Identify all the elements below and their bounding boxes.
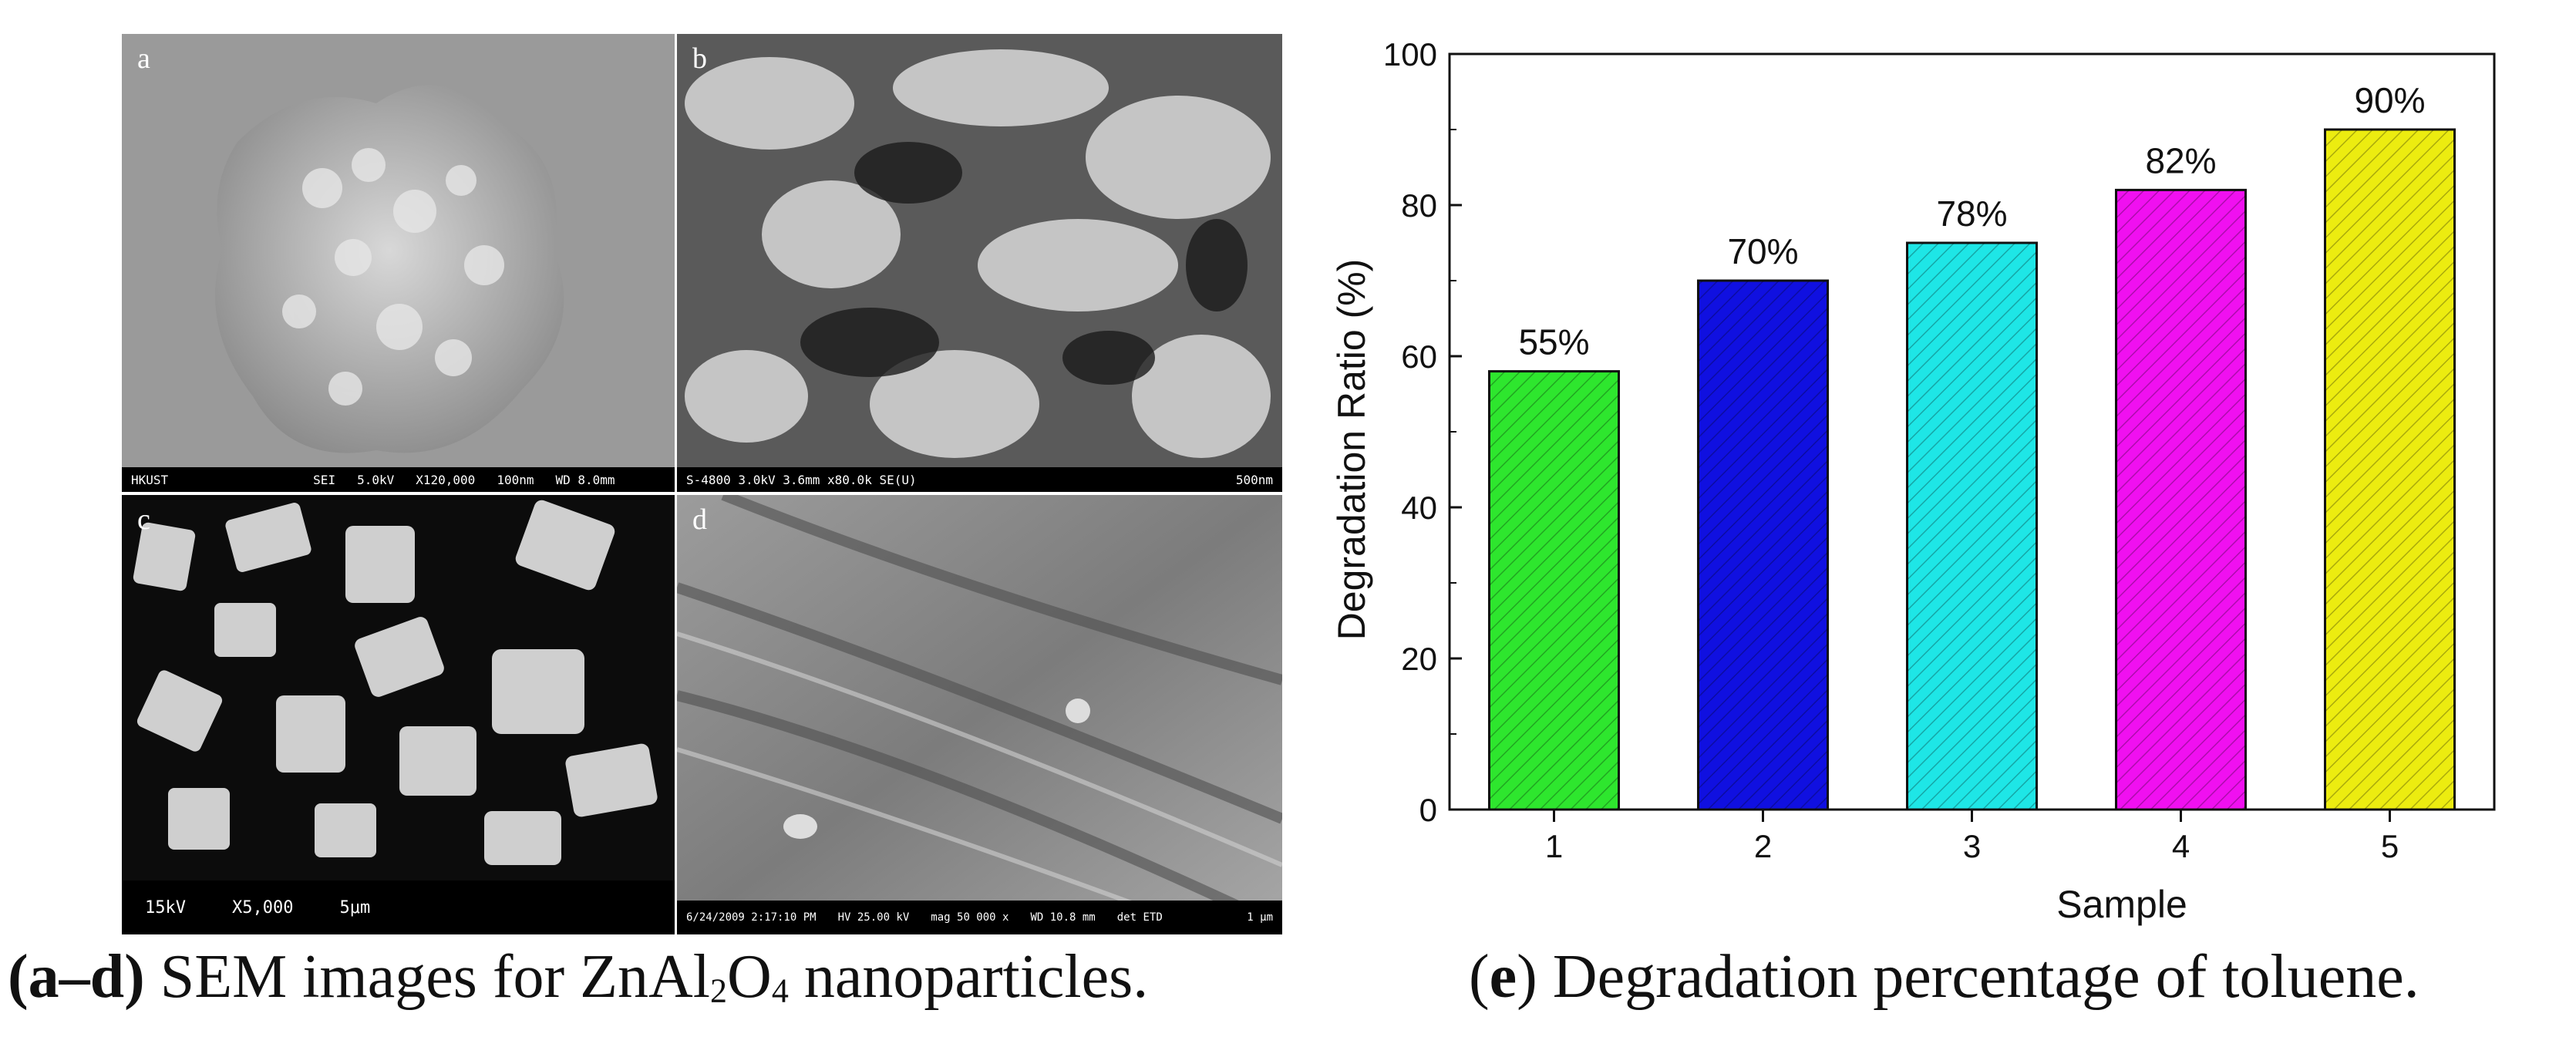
panel-label-d: d — [692, 503, 707, 536]
scale-bar-a: 100nm — [497, 472, 534, 487]
bar-hatch-sample-4 — [2116, 190, 2246, 810]
panel-label-b: b — [692, 42, 707, 75]
sem-image-d — [677, 495, 1282, 934]
sem-image-a — [122, 34, 675, 492]
x-tick-label-4: 4 — [2172, 828, 2190, 864]
x-tick-label-3: 3 — [1963, 828, 1981, 864]
y-tick-label: 80 — [1401, 187, 1437, 224]
scale-bar-d: 1 μm — [1247, 911, 1273, 924]
panel-label-c: c — [137, 503, 150, 536]
scale-bar-b: 500nm — [1235, 472, 1273, 487]
sem-databar-a: HKUST SEI 5.0kV X120,000 100nm WD 8.0mm — [122, 467, 675, 492]
y-tick-label: 60 — [1401, 338, 1437, 375]
x-tick-label-1: 1 — [1545, 828, 1563, 864]
chart-bars — [1487, 128, 2456, 811]
bar-hatch-sample-2 — [1698, 281, 1828, 810]
sem-panel-c: c 15kV X5,000 5μm — [122, 495, 675, 934]
sem-panel-a: a HKUST SEI 5.0kV X120,000 100nm WD 8.0m… — [122, 34, 675, 492]
x-tick-label-5: 5 — [2381, 828, 2399, 864]
y-tick-label: 40 — [1401, 490, 1437, 526]
y-axis-label: Degradation Ratio (%) — [1330, 259, 1373, 641]
x-axis-label: Sample — [2056, 883, 2187, 926]
caption-chart: (e) Degradation percentage of toluene. — [1469, 943, 2419, 1011]
chart-axes: 0 20 40 60 80 100 1 2 3 4 5 — [1383, 36, 2496, 864]
sem-image-c — [122, 495, 675, 934]
y-tick-label: 0 — [1419, 792, 1437, 828]
y-tick-label: 20 — [1401, 641, 1437, 677]
sem-panel-d: d 6/24/2009 2:17:10 PM HV 25.00 kV mag 5… — [677, 495, 1282, 934]
sem-databar-d: 6/24/2009 2:17:10 PM HV 25.00 kV mag 50 … — [677, 901, 1282, 934]
sem-image-b — [677, 34, 1282, 492]
bar-hatch-sample-3 — [1907, 243, 2037, 810]
sem-databar-c: 15kV X5,000 5μm — [122, 880, 675, 934]
degradation-bar-chart: 0 20 40 60 80 100 1 2 3 4 5 55% 70% 78% 82% 90% Sample… — [1330, 36, 2496, 926]
panel-label-a: a — [137, 42, 150, 75]
y-tick-label: 100 — [1383, 36, 1437, 72]
data-label-sample-2: 70% — [1727, 231, 1798, 271]
data-label-sample-4: 82% — [2145, 140, 2216, 180]
caption-sem: (a–d) SEM images for ZnAl2O4 nanoparticl… — [8, 943, 1149, 1011]
scale-bar-c: 5μm — [339, 897, 371, 917]
data-label-sample-3: 78% — [1936, 194, 2007, 234]
sem-image-grid: a HKUST SEI 5.0kV X120,000 100nm WD 8.0m… — [122, 34, 1282, 934]
data-label-sample-5: 90% — [2354, 80, 2425, 120]
sem-panel-b: b S-4800 3.0kV 3.6mm x80.0k SE(U) 500nm — [677, 34, 1282, 492]
sem-databar-b: S-4800 3.0kV 3.6mm x80.0k SE(U) 500nm — [677, 467, 1282, 492]
bar-hatch-sample-1 — [1489, 371, 1619, 810]
chart-data-labels: 55% 70% 78% 82% 90% — [1518, 80, 2425, 362]
bar-hatch-sample-5 — [2325, 130, 2455, 810]
data-label-sample-1: 55% — [1518, 322, 1589, 362]
x-tick-label-2: 2 — [1754, 828, 1772, 864]
